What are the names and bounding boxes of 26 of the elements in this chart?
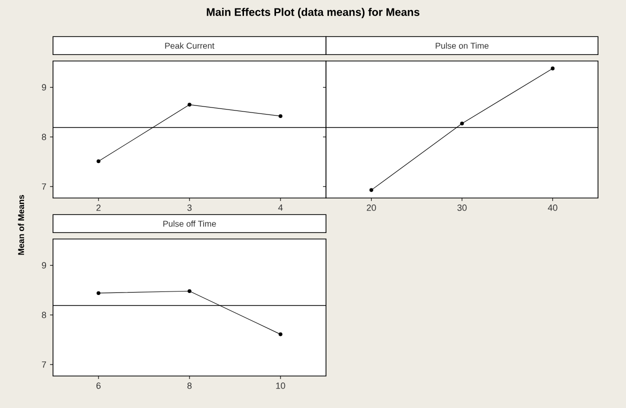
y-tick-label: 7 (42, 183, 46, 190)
x-tick-label: 3 (187, 204, 192, 211)
x-tick-label: 6 (96, 382, 101, 389)
x-axis-title: Pulse on Time (436, 42, 489, 49)
y-axis-title: Mean of Means (18, 195, 24, 255)
x-tick-label: 4 (278, 204, 283, 211)
y-tick-label: 9 (42, 84, 46, 90)
chart-title: Main Effects Plot (data means) for Means (206, 8, 420, 18)
x-tick-label: 8 (187, 382, 192, 389)
y-tick-label: 9 (42, 262, 46, 268)
point (188, 102, 192, 107)
point (96, 291, 100, 295)
point (278, 114, 282, 118)
x-tick-label: 40 (548, 204, 558, 211)
y-tick-label: 8 (42, 134, 46, 140)
x-tick-label: 2 (96, 204, 101, 211)
point (188, 289, 192, 294)
y-tick-label: 7 (42, 361, 46, 368)
y-tick-label: 8 (42, 312, 46, 318)
x-axis-title: Pulse off Time (163, 220, 216, 227)
x-tick-label: 10 (276, 382, 286, 389)
point (96, 159, 100, 164)
x-tick-label: 20 (366, 204, 376, 211)
x-tick-label: 30 (457, 204, 467, 211)
point (278, 332, 282, 336)
x-axis-title: Peak Current (165, 42, 214, 49)
